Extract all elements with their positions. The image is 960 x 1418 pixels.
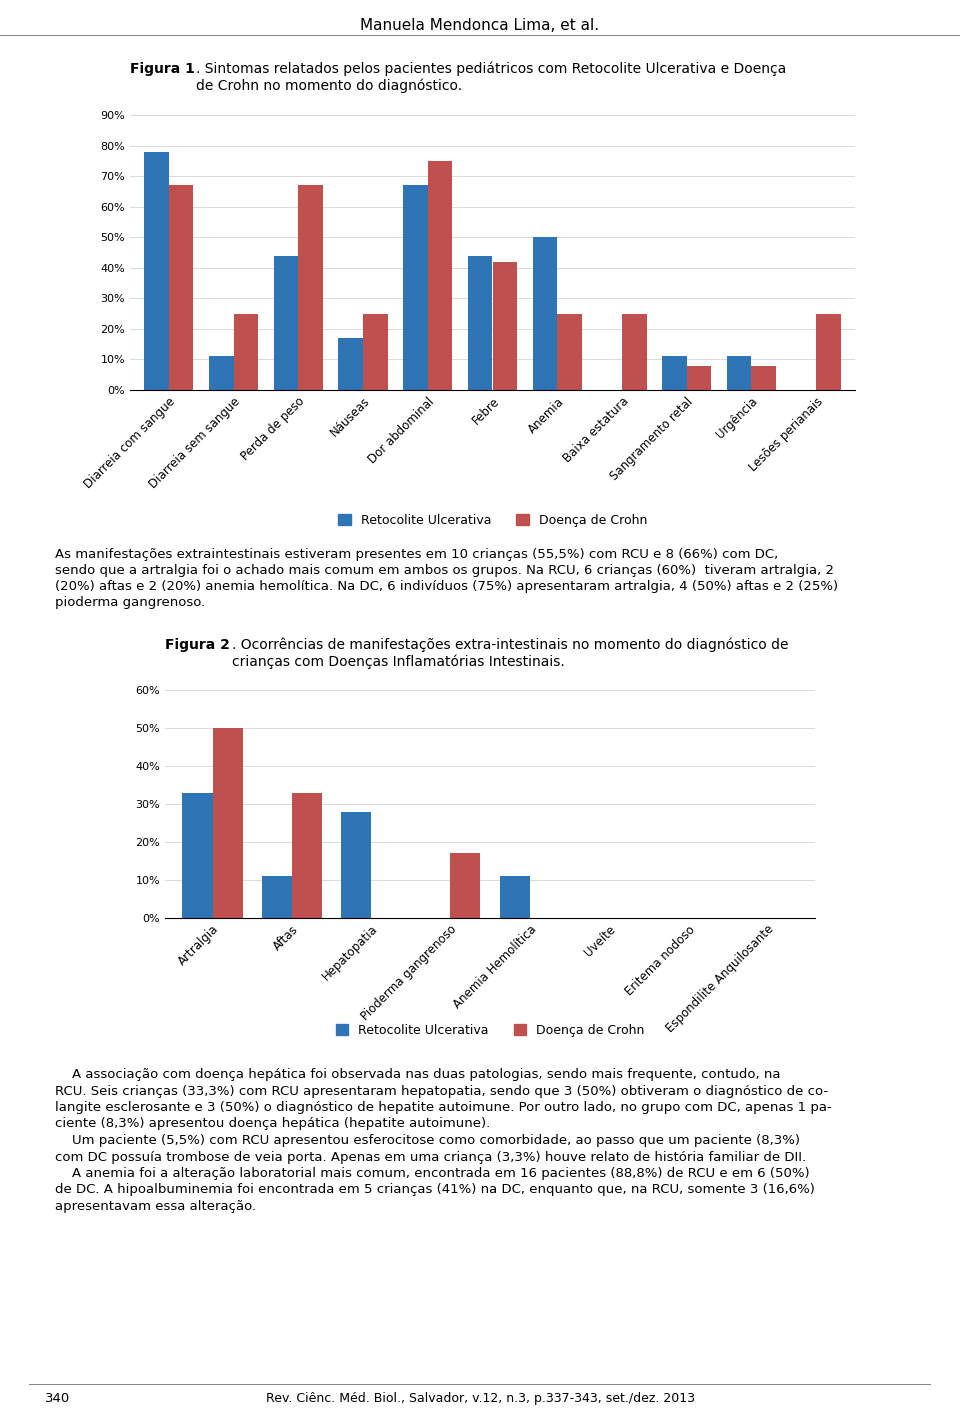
Bar — [492, 262, 517, 390]
Bar — [212, 727, 243, 917]
Text: de DC. A hipoalbuminemia foi encontrada em 5 crianças (41%) na DC, enquanto que,: de DC. A hipoalbuminemia foi encontrada … — [55, 1184, 815, 1197]
Bar — [182, 793, 212, 917]
Bar — [339, 337, 363, 390]
Text: . Sintomas relatados pelos pacientes pediátricos com Retocolite Ulcerativa e Doe: . Sintomas relatados pelos pacientes ped… — [196, 62, 786, 94]
Bar — [233, 313, 258, 390]
Text: apresentavam essa alteração.: apresentavam essa alteração. — [55, 1200, 256, 1212]
Bar — [428, 160, 452, 390]
Bar — [622, 313, 647, 390]
Text: . Ocorrências de manifestações extra-intestinais no momento do diagnóstico de
cr: . Ocorrências de manifestações extra-int… — [232, 638, 788, 669]
Bar — [274, 255, 299, 390]
Bar — [144, 152, 169, 390]
Bar — [752, 366, 776, 390]
Text: 340: 340 — [45, 1392, 70, 1405]
Bar — [727, 356, 752, 390]
Text: Rev. Ciênc. Méd. Biol., Salvador, v.12, n.3, p.337-343, set./dez. 2013: Rev. Ciênc. Méd. Biol., Salvador, v.12, … — [266, 1392, 694, 1405]
Bar — [686, 366, 711, 390]
Text: Um paciente (5,5%) com RCU apresentou esferocitose como comorbidade, ao passo qu: Um paciente (5,5%) com RCU apresentou es… — [55, 1134, 800, 1147]
Bar — [299, 186, 323, 390]
Bar — [169, 186, 193, 390]
Bar — [662, 356, 686, 390]
Legend: Retocolite Ulcerativa, Doença de Crohn: Retocolite Ulcerativa, Doença de Crohn — [338, 513, 647, 526]
Text: Figura 1: Figura 1 — [130, 62, 195, 77]
Text: A anemia foi a alteração laboratorial mais comum, encontrada em 16 pacientes (88: A anemia foi a alteração laboratorial ma… — [55, 1167, 809, 1180]
Text: com DC possuía trombose de veia porta. Apenas em uma criança (3,3%) houve relato: com DC possuía trombose de veia porta. A… — [55, 1150, 806, 1164]
Bar — [292, 793, 322, 917]
Bar — [341, 811, 372, 917]
Bar — [403, 186, 428, 390]
Text: sendo que a artralgia foi o achado mais comum em ambos os grupos. Na RCU, 6 cria: sendo que a artralgia foi o achado mais … — [55, 564, 834, 577]
Text: pioderma gangrenoso.: pioderma gangrenoso. — [55, 596, 205, 608]
Text: langite esclerosante e 3 (50%) o diagnóstico de hepatite autoimune. Por outro la: langite esclerosante e 3 (50%) o diagnós… — [55, 1100, 831, 1115]
Bar — [816, 313, 841, 390]
Text: ciente (8,3%) apresentou doença hepática (hepatite autoimune).: ciente (8,3%) apresentou doença hepática… — [55, 1117, 491, 1130]
Bar — [209, 356, 233, 390]
Bar — [557, 313, 582, 390]
Text: (20%) aftas e 2 (20%) anemia hemolítica. Na DC, 6 indivíduos (75%) apresentaram : (20%) aftas e 2 (20%) anemia hemolítica.… — [55, 580, 838, 593]
Text: As manifestações extraintestinais estiveram presentes em 10 crianças (55,5%) com: As manifestações extraintestinais estive… — [55, 547, 779, 562]
Text: RCU. Seis crianças (33,3%) com RCU apresentaram hepatopatia, sendo que 3 (50%) o: RCU. Seis crianças (33,3%) com RCU apres… — [55, 1085, 828, 1098]
Text: Manuela Mendonca Lima, et al.: Manuela Mendonca Lima, et al. — [360, 18, 600, 33]
Text: Figura 2: Figura 2 — [165, 638, 229, 652]
Bar — [499, 876, 530, 917]
Bar — [450, 854, 481, 917]
Bar — [468, 255, 492, 390]
Bar — [363, 313, 388, 390]
Bar — [262, 876, 292, 917]
Bar — [533, 237, 557, 390]
Legend: Retocolite Ulcerativa, Doença de Crohn: Retocolite Ulcerativa, Doença de Crohn — [336, 1024, 644, 1037]
Text: A associação com doença hepática foi observada nas duas patologias, sendo mais f: A associação com doença hepática foi obs… — [55, 1068, 780, 1081]
